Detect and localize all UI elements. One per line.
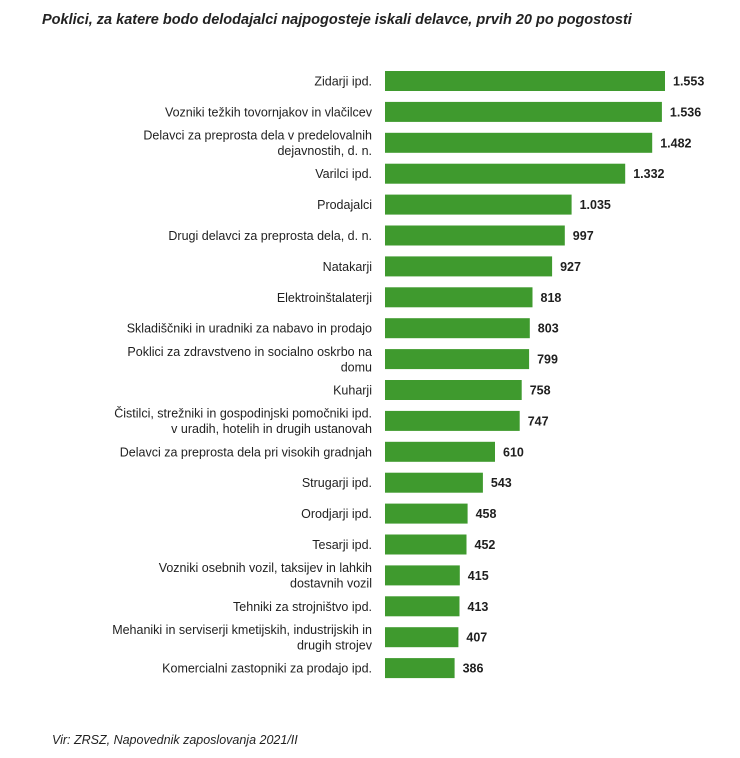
value-label-18: 413 <box>468 600 489 614</box>
value-label-3: 1.482 <box>660 136 691 150</box>
category-label-13: Delavci za preprosta dela pri visokih gr… <box>120 445 372 459</box>
bar-13 <box>385 441 495 462</box>
category-label-17: Vozniki osebnih vozil, taksijev in lahki… <box>159 561 372 591</box>
value-label-13: 610 <box>503 445 524 459</box>
bar-20 <box>385 658 455 679</box>
bar-6 <box>385 225 565 246</box>
category-label-9: Skladiščniki in uradniki za nabavo in pr… <box>127 322 372 336</box>
bar-9 <box>385 318 530 339</box>
value-label-9: 803 <box>538 322 559 336</box>
bar-12 <box>385 410 520 431</box>
bar-10 <box>385 349 530 370</box>
category-label-12: Čistilci, strežniki in gospodinjski pomo… <box>114 406 372 437</box>
category-label-14: Strugarji ipd. <box>302 476 372 490</box>
bar-16 <box>385 534 467 555</box>
bar-7 <box>385 256 553 277</box>
value-label-8: 818 <box>541 291 562 305</box>
bar-17 <box>385 565 460 586</box>
bar-8 <box>385 287 533 308</box>
category-label-20: Komercialni zastopniki za prodajo ipd. <box>162 662 372 676</box>
bar-15 <box>385 503 468 524</box>
category-label-16: Tesarji ipd. <box>312 538 372 552</box>
source-note: Vir: ZRSZ, Napovednik zaposlovanja 2021/… <box>52 733 298 747</box>
bar-19 <box>385 627 459 648</box>
category-label-2: Vozniki težkih tovornjakov in vlačilcev <box>165 105 373 119</box>
category-label-8: Elektroinštalaterji <box>277 291 372 305</box>
value-label-20: 386 <box>463 662 484 676</box>
value-label-5: 1.035 <box>580 198 611 212</box>
category-label-4: Varilci ipd. <box>315 167 372 181</box>
bar-1 <box>385 71 665 91</box>
value-label-2: 1.536 <box>670 105 701 119</box>
value-label-15: 458 <box>476 507 497 521</box>
value-label-14: 543 <box>491 476 512 490</box>
bar-5 <box>385 194 572 215</box>
category-label-3: Delavci za preprosta dela v predelovalni… <box>143 129 372 159</box>
value-label-17: 415 <box>468 569 489 583</box>
value-label-11: 758 <box>530 384 551 398</box>
value-label-10: 799 <box>537 353 558 367</box>
category-label-15: Orodjarji ipd. <box>301 507 372 521</box>
value-label-1: 1.553 <box>673 75 704 89</box>
bar-3 <box>385 132 653 153</box>
value-label-7: 927 <box>560 260 581 274</box>
bar-2 <box>385 101 662 122</box>
bar-18 <box>385 596 460 617</box>
value-label-19: 407 <box>466 631 487 645</box>
category-label-11: Kuharji <box>333 384 372 398</box>
category-label-7: Natakarji <box>323 260 372 274</box>
category-label-10: Poklici za zdravstveno in socialno oskrb… <box>127 345 372 375</box>
value-label-12: 747 <box>528 414 549 428</box>
chart-title: Poklici, za katere bodo delodajalci najp… <box>42 12 632 28</box>
category-label-1: Zidarji ipd. <box>314 75 372 89</box>
category-label-19: Mehaniki in serviserji kmetijskih, indus… <box>112 623 373 653</box>
value-label-4: 1.332 <box>633 167 664 181</box>
bar-14 <box>385 472 483 493</box>
category-label-18: Tehniki za strojništvo ipd. <box>233 600 372 614</box>
bar-4 <box>385 163 626 184</box>
value-label-16: 452 <box>475 538 496 552</box>
value-label-6: 997 <box>573 229 594 243</box>
category-label-5: Prodajalci <box>317 198 372 212</box>
bar-11 <box>385 380 522 400</box>
category-label-6: Drugi delavci za preprosta dela, d. n. <box>168 229 372 243</box>
